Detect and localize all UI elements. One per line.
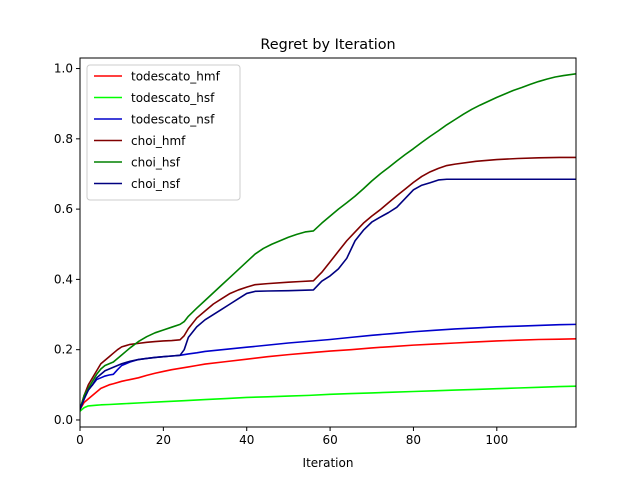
plot-frame	[79, 57, 577, 428]
x-tick-label: 60	[322, 433, 337, 447]
x-tick-label: 20	[156, 433, 171, 447]
y-tick-label: 0.0	[54, 413, 73, 427]
legend-label-todescato_hmf: todescato_hmf	[131, 70, 221, 84]
legend-label-todescato_nsf: todescato_nsf	[131, 113, 215, 127]
y-axis: 0.0 0.2 0.4 0.6 0.8 1.0	[54, 62, 80, 427]
series-line-todescato_hsf	[80, 385, 576, 413]
legend-label-choi_hmf: choi_hmf	[131, 134, 186, 148]
legend-label-todescato_hsf: todescato_hsf	[131, 91, 215, 105]
y-tick-label: 0.2	[54, 343, 73, 357]
series-line-todescato_nsf	[80, 323, 576, 411]
x-tick-label: 100	[485, 433, 508, 447]
legend-label-choi_nsf: choi_nsf	[131, 177, 181, 191]
series-line-todescato_hmf	[80, 337, 576, 411]
plot-lines	[80, 73, 576, 413]
y-tick-label: 0.4	[54, 272, 73, 286]
x-axis: 0 20 40 60 80 100	[76, 427, 508, 447]
x-tick-label: 80	[406, 433, 421, 447]
y-tick-label: 1.0	[54, 62, 73, 76]
series-line-choi_hmf	[80, 156, 576, 411]
series-line-choi_hsf	[80, 73, 576, 411]
x-tick-label: 0	[76, 433, 84, 447]
chart-title: Regret by Iteration	[260, 37, 395, 53]
legend-label-choi_hsf: choi_hsf	[131, 156, 181, 170]
x-tick-label: 40	[239, 433, 254, 447]
x-axis-title: Iteration	[303, 456, 354, 470]
legend-box	[86, 64, 241, 201]
legend: todescato_hmf todescato_hsf todescato_nsfc…	[86, 64, 241, 201]
y-tick-label: 0.6	[54, 202, 73, 216]
y-tick-label: 0.8	[54, 132, 73, 146]
series-line-choi_nsf	[80, 178, 576, 411]
